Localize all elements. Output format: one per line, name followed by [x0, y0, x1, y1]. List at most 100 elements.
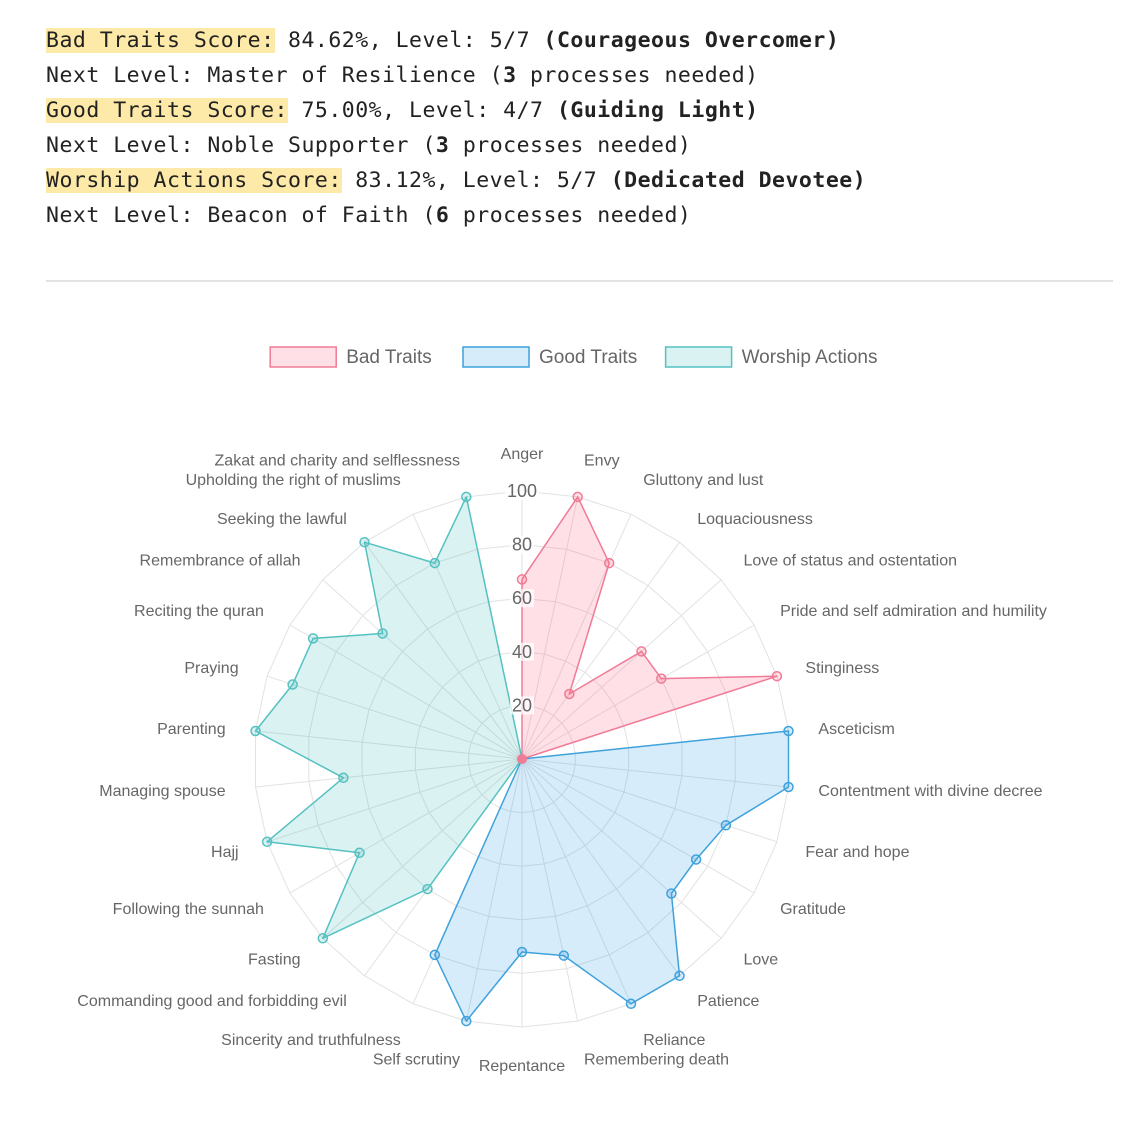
worship-actions-point-following-the-sunnah[interactable] [354, 847, 365, 859]
legend-swatch-bad-traits [269, 346, 337, 368]
axis-label-love: Love [744, 951, 779, 968]
good-traits-processes-count: 3 [435, 133, 450, 158]
worship-actions-point-praying[interactable] [287, 679, 298, 690]
legend-swatch-good-traits [462, 346, 530, 368]
axis-label-sincerity-and-truthfulness: Sincerity and truthfulness [221, 1032, 401, 1049]
good-traits-point-reliance[interactable] [625, 998, 637, 1010]
series-good-traits[interactable] [429, 725, 794, 1027]
worship-actions-point-remembrance-of-allah[interactable] [377, 628, 388, 639]
spoke-parenting [255, 730, 523, 760]
worship-actions-point-managing-spouse[interactable] [338, 772, 349, 784]
bad-traits-point-stinginess[interactable] [771, 670, 783, 682]
worship-actions-area [254, 496, 523, 940]
bad-traits-point-love-of-status-and-ostentation[interactable] [636, 646, 647, 657]
worship-actions-point-seeking-the-lawful[interactable] [359, 536, 370, 548]
good-traits-point-self-scrutiny[interactable] [461, 1015, 472, 1027]
good-traits-point-repentance[interactable] [516, 946, 528, 958]
axis-label-following-the-sunnah: Following the sunnah [113, 901, 264, 918]
spoke-gratitude [521, 758, 755, 894]
axis-label-self-scrutiny: Self scrutiny [373, 1052, 460, 1069]
axis-label-upholding-the-right-of-muslims: Upholding the right of muslims [186, 472, 401, 489]
worship-actions-point-commanding-good-and-forbidding-evil[interactable] [422, 883, 433, 895]
spoke-praying [266, 675, 523, 760]
axis-label-patience: Patience [697, 993, 759, 1010]
good-traits-area [434, 730, 790, 1022]
worship-actions-point-upholding-the-right-of-muslims[interactable] [429, 557, 441, 569]
bad-traits-processes-count: 3 [503, 63, 517, 88]
good-traits-next-line: Next Level: Noble Supporter (3 processes… [46, 133, 692, 158]
axis-label-commanding-good-and-forbidding-evil: Commanding good and forbidding evil [77, 993, 347, 1010]
bad-traits-level-title: (Courageous Overcomer) [543, 28, 840, 53]
worship-actions-point-zakat-and-charity-and-selflessness[interactable] [461, 491, 472, 503]
series-bad-traits[interactable] [516, 491, 783, 760]
good-traits-point-remembering-death[interactable] [558, 950, 570, 961]
spoke-remembrance-of-allah [322, 579, 523, 760]
spoke-reliance [521, 758, 632, 1005]
good-traits-next-prefix: Next Level: [46, 133, 194, 158]
axis-label-parenting: Parenting [157, 721, 226, 738]
bad-traits-point-envy[interactable] [572, 491, 583, 503]
good-traits-level: 4/7 [503, 98, 544, 123]
worship-actions-point-parenting[interactable] [250, 725, 261, 737]
bad-traits-point-gluttony-and-lust[interactable] [603, 557, 615, 569]
chart-legend[interactable]: Bad Traits Good Traits Worship Actions [269, 346, 878, 368]
worship-actions-processes-suffix: processes needed) [462, 203, 692, 228]
good-traits-point-gratitude[interactable] [690, 854, 702, 865]
axis-label-anger: Anger [501, 446, 544, 463]
axis-label-gluttony-and-lust: Gluttony and lust [643, 472, 764, 489]
spoke-upholding-the-right-of-muslims [412, 513, 523, 760]
bad-traits-level: 5/7 [489, 28, 531, 53]
legend-item-bad-traits[interactable]: Bad Traits [269, 346, 432, 368]
worship-actions-level-title: (Dedicated Devotee) [610, 168, 867, 193]
tick-label-60: 60 [512, 588, 532, 608]
bad-traits-next-prefix: Next Level: [46, 63, 194, 88]
bad-traits-next-level: Master of Resilience [207, 63, 477, 88]
axis-label-love-of-status-and-ostentation: Love of status and ostentation [744, 553, 957, 570]
axis-label-gratitude: Gratitude [780, 901, 846, 918]
bad-traits-point-loquaciousness[interactable] [564, 688, 575, 700]
good-traits-point-patience[interactable] [674, 970, 685, 982]
legend-item-good-traits[interactable]: Good Traits [462, 346, 637, 368]
axis-label-hajj: Hajj [211, 844, 239, 861]
spoke-seeking-the-lawful [364, 541, 523, 760]
spoke-contentment-with-divine-decree [521, 758, 789, 788]
score-summary: Bad Traits Score: 84.62%, Level: 5/7 (Co… [46, 26, 866, 236]
worship-actions-next-line: Next Level: Beacon of Faith (6 processes… [46, 203, 692, 228]
good-traits-point-contentment-with-divine-decree[interactable] [783, 781, 794, 793]
bad-traits-point-anger[interactable] [516, 574, 528, 585]
spoke-love [521, 758, 722, 939]
bad-traits-score-label: Bad Traits Score: [46, 28, 275, 53]
good-traits-point-asceticism[interactable] [783, 725, 794, 737]
tick-label-80: 80 [512, 535, 532, 555]
tick-label-bg-40 [510, 642, 534, 661]
axis-label-reliance: Reliance [643, 1032, 705, 1049]
bad-traits-processes-suffix: processes needed) [530, 63, 759, 88]
worship-actions-score-line: Worship Actions Score: 83.12%, Level: 5/… [46, 168, 867, 193]
worship-actions-point-reciting-the-quran[interactable] [307, 633, 319, 644]
worship-actions-point-fasting[interactable] [317, 933, 329, 944]
radar-series[interactable] [250, 491, 794, 1027]
spoke-loquaciousness [521, 541, 680, 760]
good-traits-point-sincerity-and-truthfulness[interactable] [429, 949, 441, 961]
axis-label-remembrance-of-allah: Remembrance of allah [140, 553, 301, 570]
spoke-reciting-the-quran [289, 624, 523, 760]
series-worship-actions[interactable] [250, 491, 523, 944]
radial-tick-labels: 20 40 60 80 100 [505, 481, 539, 715]
legend-swatch-worship-actions [664, 346, 733, 368]
spoke-self-scrutiny [465, 758, 523, 1022]
bad-traits-point-pride-and-self-admiration-and-humility[interactable] [656, 673, 667, 684]
spoke-fear-and-hope [521, 758, 778, 843]
axis-label-zakat-and-charity-and-selflessness: Zakat and charity and selflessness [215, 453, 460, 470]
worship-actions-point-hajj[interactable] [261, 836, 273, 848]
worship-actions-next-level: Beacon of Faith [207, 203, 410, 228]
good-traits-point-love[interactable] [666, 888, 677, 899]
spoke-envy [521, 496, 579, 760]
worship-actions-level: 5/7 [556, 168, 598, 193]
legend-item-worship-actions[interactable]: Worship Actions [664, 346, 878, 368]
spoke-managing-spouse [255, 758, 523, 788]
spoke-remembering-death [521, 758, 579, 1022]
center-point [517, 754, 527, 764]
good-traits-point-fear-and-hope[interactable] [720, 820, 732, 831]
spoke-love-of-status-and-ostentation [521, 579, 722, 760]
legend-label-good-traits: Good Traits [539, 347, 637, 368]
